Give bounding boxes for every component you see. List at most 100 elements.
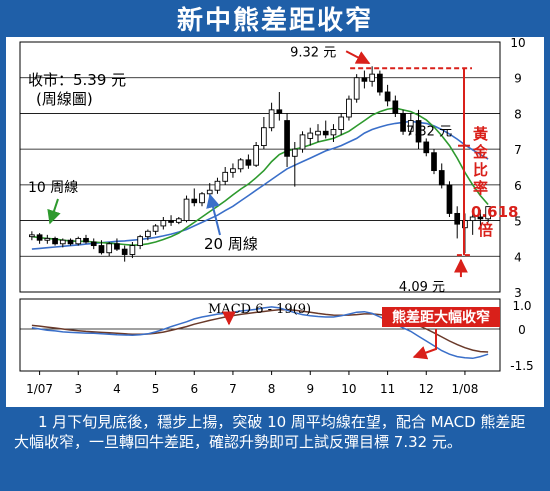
candle-body bbox=[361, 77, 368, 82]
candle-body bbox=[268, 109, 275, 129]
x-tick-label: 10 bbox=[341, 382, 356, 396]
candle-body bbox=[353, 77, 360, 100]
candle-body bbox=[98, 245, 105, 254]
candle-body bbox=[29, 234, 35, 238]
candle-body bbox=[384, 91, 391, 102]
candle-body bbox=[129, 245, 136, 255]
candle-body bbox=[485, 206, 491, 220]
candle-body bbox=[191, 198, 198, 204]
fib-value: 0.618 bbox=[471, 203, 518, 221]
ma10-label: 10 周線 bbox=[28, 180, 78, 196]
macd-line bbox=[31, 306, 489, 360]
candle-body bbox=[330, 129, 337, 136]
candle-body bbox=[253, 145, 259, 166]
candle-body bbox=[90, 241, 97, 247]
macd-title: MACD 6 - 19(9) bbox=[208, 302, 311, 317]
macd-y-tick-label: 1.0 bbox=[512, 299, 531, 313]
x-tick-label: 7 bbox=[229, 382, 237, 396]
candle-body bbox=[346, 98, 352, 118]
candle-body bbox=[36, 234, 43, 241]
candle-body bbox=[59, 239, 66, 245]
price-y-tick-label: 10 bbox=[510, 37, 525, 50]
macd-badge-text: 熊差距大幅收窄 bbox=[392, 309, 490, 326]
candle-body bbox=[407, 120, 414, 132]
candle-body bbox=[230, 168, 236, 173]
candle-body bbox=[299, 134, 306, 150]
candle-body bbox=[315, 130, 321, 136]
high-price-label: 9.32 元 bbox=[290, 45, 336, 60]
fib-label-1b: 金 bbox=[472, 143, 489, 161]
ma20-label: 20 周線 bbox=[204, 235, 258, 253]
price-y-tick-label: 4 bbox=[514, 250, 522, 264]
candle-body bbox=[183, 198, 190, 222]
chart-svg: 3 4 5 6 7 8 9 10 收市：5.39 元 (周線圖) 10 周線 20 周線 9.… bbox=[19, 37, 534, 396]
x-tick-label: 3 bbox=[74, 382, 82, 396]
close-price-label: 收市：5.39 元 bbox=[28, 71, 126, 89]
candle-body bbox=[137, 236, 143, 247]
candle-body bbox=[276, 109, 283, 114]
price-y-tick-label: 5 bbox=[514, 215, 522, 229]
fib-label-2: 比率 bbox=[473, 161, 488, 197]
candle-layer bbox=[29, 66, 491, 262]
x-tick-label: 5 bbox=[152, 382, 160, 396]
candle-body bbox=[322, 130, 329, 136]
macd-y-axis: 1.0 0 -1.5 bbox=[510, 299, 533, 373]
price-y-tick-label: 7 bbox=[514, 143, 522, 157]
candle-body bbox=[222, 171, 229, 182]
price-y-tick-label: 9 bbox=[514, 72, 522, 86]
fib-unit: 倍 bbox=[478, 221, 493, 239]
x-tick-label: 4 bbox=[113, 382, 121, 396]
macd-y-tick-label: -1.5 bbox=[510, 359, 533, 373]
candle-body bbox=[168, 220, 174, 223]
candle-body bbox=[175, 218, 182, 223]
x-tick-label: 12 bbox=[419, 382, 434, 396]
candle-body bbox=[400, 112, 406, 132]
chart-panel: 3 4 5 6 7 8 9 10 收市：5.39 元 (周線圖) 10 周線 20 周線 9.… bbox=[6, 37, 544, 407]
x-tick-label: 9 bbox=[306, 382, 314, 396]
candle-body bbox=[121, 248, 128, 255]
price-y-axis: 3 4 5 6 7 8 9 10 bbox=[510, 37, 525, 300]
candle-body bbox=[454, 212, 461, 225]
price-y-tick-label: 3 bbox=[514, 286, 522, 300]
candle-body bbox=[415, 120, 422, 143]
low-price-label: 4.09 元 bbox=[399, 280, 445, 295]
x-tick-label: 11 bbox=[380, 382, 395, 396]
candle-body bbox=[83, 237, 89, 243]
candle-body bbox=[245, 159, 252, 166]
candle-body bbox=[307, 132, 314, 139]
candle-body bbox=[369, 73, 375, 82]
candle-body bbox=[145, 230, 151, 238]
candle-body bbox=[261, 127, 267, 147]
candle-body bbox=[52, 237, 58, 245]
macd-y-tick-label: 0 bbox=[518, 323, 526, 337]
candle-body bbox=[44, 237, 51, 241]
weekly-chart-label: (周線圖) bbox=[36, 90, 93, 108]
ma10-arrow-icon bbox=[47, 198, 61, 225]
caption-text: 1 月下旬見底後，穩步上揚，突破 10 周平均線在望，配合 MACD 熊差距大幅… bbox=[14, 413, 526, 451]
candle-body bbox=[206, 189, 213, 195]
ma10-line bbox=[31, 107, 489, 247]
price-y-tick-label: 6 bbox=[514, 179, 522, 193]
candle-body bbox=[284, 120, 290, 157]
ma20-arrow-icon bbox=[206, 193, 221, 236]
candle-body bbox=[199, 193, 205, 204]
candle-body bbox=[152, 225, 159, 232]
candle-body bbox=[75, 237, 82, 245]
candle-body bbox=[469, 216, 476, 222]
macd-badge bbox=[382, 307, 500, 327]
candle-body bbox=[377, 73, 383, 93]
x-tick-label: 8 bbox=[268, 382, 276, 396]
page-title: 新中熊差距收窄 bbox=[176, 5, 373, 36]
ma10-layer bbox=[31, 107, 489, 247]
x-tick-label: 6 bbox=[190, 382, 198, 396]
candle-body bbox=[477, 216, 484, 220]
candle-body bbox=[431, 152, 437, 172]
candle-body bbox=[237, 159, 244, 170]
candle-body bbox=[291, 148, 298, 157]
x-axis: 1/07 3 4 5 6 7 8 9 10 11 12 1/08 bbox=[26, 371, 478, 396]
candle-body bbox=[392, 100, 399, 114]
x-tick-label: 1/07 bbox=[26, 382, 53, 396]
candle-body bbox=[446, 184, 453, 214]
candle-body bbox=[423, 141, 430, 154]
caption: 1 月下旬見底後，穩步上揚，突破 10 周平均線在望，配合 MACD 熊差距大幅… bbox=[6, 409, 544, 489]
